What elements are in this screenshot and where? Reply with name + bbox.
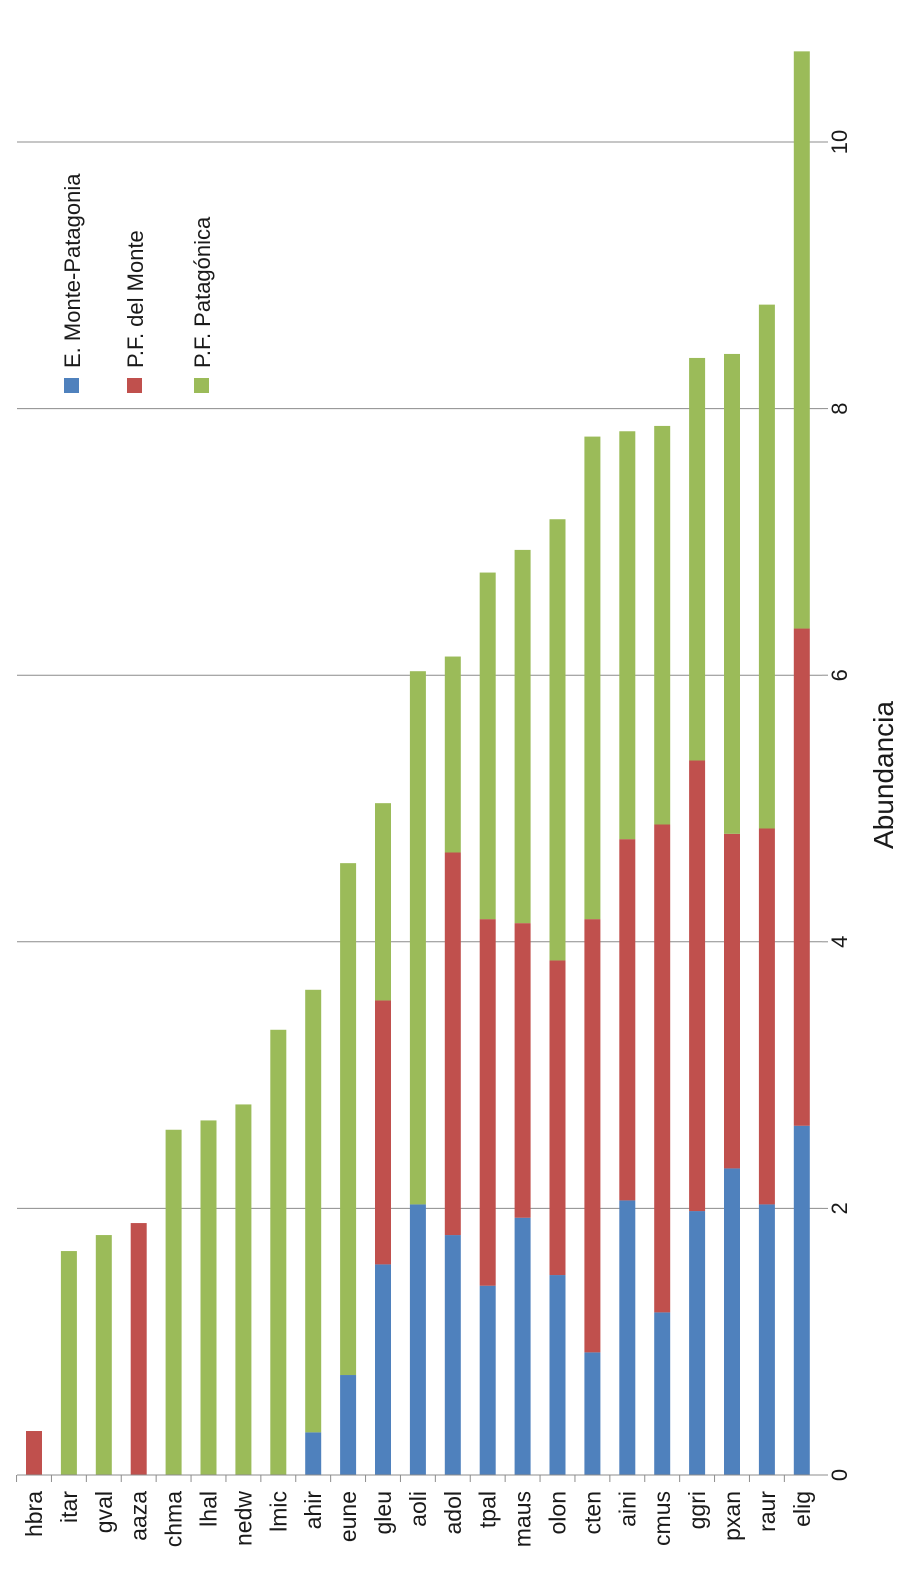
category-label-hbra: hbra (21, 1491, 47, 1537)
value-tick-label: 4 (827, 936, 852, 948)
bar-segment-aini-series-2 (619, 431, 636, 840)
category-label-tpal: tpal (475, 1491, 501, 1528)
bar-segment-ggri-series-2 (689, 357, 706, 761)
bar-segment-elig-series-0 (793, 1125, 810, 1475)
x-axis-label: Abundancia (868, 701, 899, 849)
bar-segment-lhal-series-2 (200, 1120, 217, 1475)
legend-swatch-1 (127, 378, 142, 393)
category-label-nedw: nedw (230, 1491, 256, 1546)
bar-segment-maus-series-2 (514, 549, 531, 924)
bar-segment-raur-series-2 (758, 304, 775, 829)
bar-segment-ggri-series-1 (689, 760, 706, 1212)
value-tick-label: 2 (827, 1202, 852, 1214)
bar-segment-pxan-series-0 (724, 1168, 740, 1475)
bar-segment-ggri-series-0 (689, 1211, 706, 1475)
bar-segment-gval-series-2 (95, 1235, 112, 1475)
bar-segment-gleu-series-0 (375, 1264, 391, 1475)
category-label-pxan: pxan (719, 1491, 745, 1541)
bar-segment-maus-series-0 (514, 1217, 531, 1475)
bar-segment-ahir-series-2 (305, 989, 322, 1433)
category-label-maus: maus (510, 1491, 536, 1547)
category-label-lmic: lmic (265, 1491, 291, 1532)
category-label-adol: adol (440, 1491, 466, 1534)
bar-segment-olon-series-1 (549, 960, 566, 1276)
category-label-aini: aini (614, 1491, 640, 1527)
category-label-raur: raur (754, 1491, 780, 1532)
value-tick-label: 6 (827, 669, 852, 681)
bar-segment-chma-series-2 (165, 1129, 182, 1475)
bar-segment-tpal-series-0 (479, 1285, 496, 1475)
category-label-eune: eune (335, 1491, 361, 1542)
category-label-cmus: cmus (649, 1491, 675, 1546)
bars (26, 51, 810, 1475)
bar-segment-tpal-series-1 (479, 919, 496, 1286)
category-label-elig: elig (789, 1491, 815, 1527)
legend-label-1: P.F. del Monte (123, 230, 148, 368)
bar-segment-aini-series-1 (619, 839, 636, 1201)
bar-segment-ahir-series-0 (305, 1432, 322, 1475)
bar-segment-raur-series-1 (758, 828, 775, 1205)
bar-segment-cmus-series-1 (654, 824, 671, 1313)
bar-segment-pxan-series-2 (724, 353, 740, 834)
bar-segment-lmic-series-2 (270, 1029, 287, 1475)
legend-label-0: E. Monte-Patagonia (60, 173, 85, 368)
bar-segment-eune-series-0 (340, 1375, 357, 1475)
bar-segment-hbra-series-1 (26, 1431, 42, 1475)
bar-segment-raur-series-0 (758, 1204, 775, 1475)
value-tick-label: 8 (827, 402, 852, 414)
bar-segment-itar-series-2 (60, 1251, 77, 1475)
category-label-ggri: ggri (684, 1491, 710, 1529)
bar-segment-nedw-series-2 (235, 1104, 252, 1475)
bar-segment-maus-series-1 (514, 923, 531, 1218)
category-label-itar: itar (56, 1491, 82, 1523)
bar-segment-cmus-series-2 (654, 425, 671, 825)
category-label-chma: chma (161, 1491, 187, 1547)
legend-swatch-0 (64, 378, 79, 393)
bar-segment-adol-series-2 (444, 656, 461, 853)
category-label-aoli: aoli (405, 1491, 431, 1527)
bar-segment-cten-series-2 (584, 436, 601, 920)
bar-segment-aoli-series-0 (409, 1204, 426, 1475)
bar-segment-olon-series-0 (549, 1275, 566, 1475)
bar-segment-elig-series-2 (793, 51, 810, 629)
category-label-gval: gval (91, 1491, 117, 1533)
bar-segment-cten-series-0 (584, 1352, 601, 1475)
bar-segment-pxan-series-1 (724, 833, 740, 1169)
legend-swatch-2 (194, 378, 209, 393)
category-label-gleu: gleu (370, 1491, 396, 1534)
bar-segment-olon-series-2 (549, 519, 566, 961)
category-label-ahir: ahir (300, 1491, 326, 1530)
value-tick-label: 0 (827, 1469, 852, 1481)
bar-segment-cten-series-1 (584, 919, 601, 1353)
bar-segment-adol-series-0 (444, 1235, 461, 1475)
category-label-lhal: lhal (196, 1491, 222, 1527)
bar-segment-cmus-series-0 (654, 1312, 671, 1475)
bar-segment-gleu-series-2 (375, 803, 391, 1001)
legend: E. Monte-Patagonia P.F. del Monte P.F. Pat… (60, 173, 215, 393)
bar-segment-aini-series-0 (619, 1200, 636, 1475)
bar-segment-eune-series-2 (340, 863, 357, 1376)
bar-segment-gleu-series-1 (375, 1000, 391, 1265)
legend-label-2: P.F. Patagónica (190, 216, 215, 368)
bar-segment-adol-series-1 (444, 852, 461, 1236)
bar-segment-aoli-series-2 (409, 671, 426, 1205)
value-tick-label: 10 (827, 130, 852, 154)
bar-segment-aaza-series-1 (130, 1223, 147, 1475)
category-label-cten: cten (579, 1491, 605, 1534)
bar-segment-elig-series-1 (793, 628, 810, 1126)
bar-segment-tpal-series-2 (479, 572, 496, 920)
category-label-aaza: aaza (126, 1491, 152, 1541)
category-label-olon: olon (545, 1491, 571, 1534)
